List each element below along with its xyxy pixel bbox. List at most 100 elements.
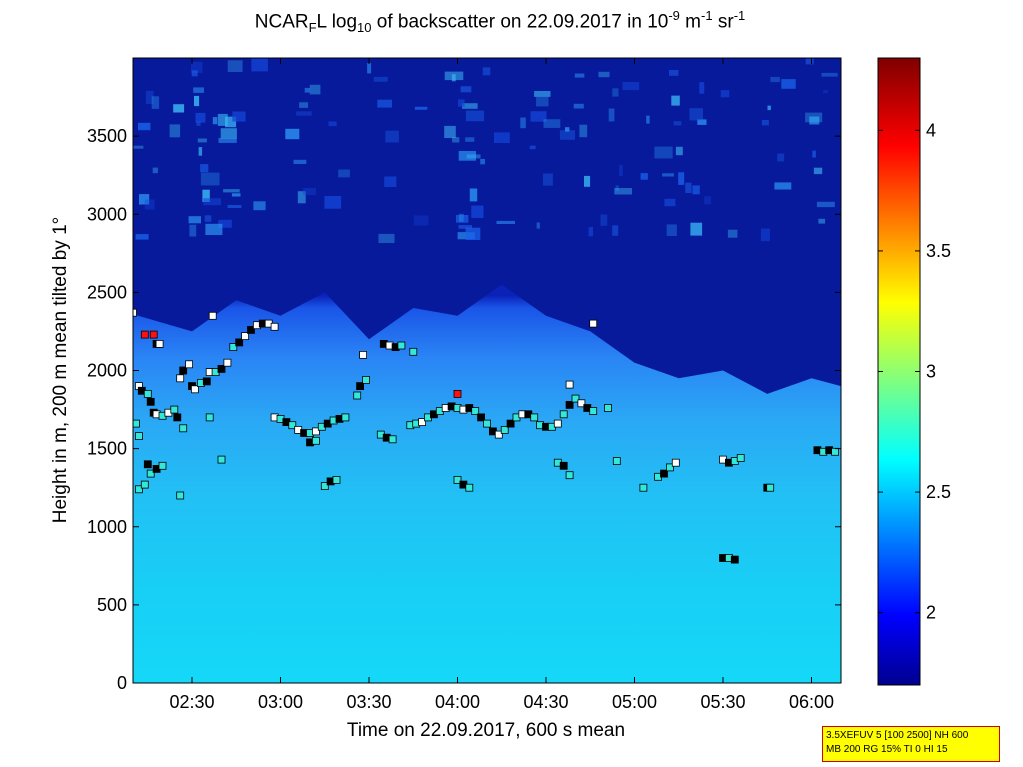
haze-patch <box>293 159 307 164</box>
haze-patch <box>678 172 685 185</box>
haze-patch <box>169 124 181 138</box>
haze-patch <box>465 227 481 240</box>
marker-point <box>589 319 598 328</box>
marker-point <box>660 469 668 478</box>
marker-point <box>149 330 158 339</box>
haze-patch <box>309 84 321 95</box>
marker-point <box>170 405 179 414</box>
haze-patch <box>135 234 149 240</box>
colorbar-tick-label: 3 <box>926 362 936 382</box>
marker-point <box>179 424 188 433</box>
colorbar-tick-label: 2.5 <box>926 482 951 502</box>
y-tick-label: 500 <box>97 595 127 615</box>
marker-point <box>270 322 279 331</box>
haze-patch <box>324 196 342 209</box>
haze-patch <box>692 185 700 195</box>
haze-patch <box>640 173 648 180</box>
marker-point <box>332 475 341 484</box>
haze-patch <box>622 82 640 91</box>
marker-point <box>133 308 137 317</box>
marker-point <box>179 366 188 375</box>
marker-point <box>341 413 350 422</box>
haze-patch <box>328 121 337 127</box>
haze-patch <box>767 105 771 111</box>
haze-patch <box>173 104 185 113</box>
marker-point <box>133 419 140 428</box>
haze-patch <box>770 76 780 83</box>
haze-patch <box>805 58 814 65</box>
marker-point <box>288 421 297 430</box>
haze-patch <box>189 224 197 237</box>
x-tick-label: 03:30 <box>346 692 391 712</box>
haze-patch <box>204 215 212 222</box>
haze-patch <box>685 182 692 193</box>
haze-patch <box>384 176 397 187</box>
haze-patch <box>536 222 540 229</box>
haze-patch <box>227 205 242 208</box>
haze-patch <box>367 63 372 74</box>
x-tick-label: 04:00 <box>435 692 480 712</box>
marker-point <box>143 460 152 469</box>
haze-patch <box>460 86 472 93</box>
haze-patch <box>194 95 200 107</box>
haze-patch <box>816 201 835 208</box>
haze-patch <box>202 189 210 202</box>
marker-point <box>453 475 462 484</box>
haze-patch <box>600 214 608 226</box>
marker-point <box>612 457 621 466</box>
haze-patch <box>338 169 350 178</box>
haze-patch <box>565 127 570 132</box>
haze-patch <box>673 121 682 126</box>
marker-series <box>133 308 839 564</box>
haze-patch <box>675 146 683 156</box>
haze-patch <box>458 225 472 229</box>
haze-patch <box>774 182 792 190</box>
haze-patch <box>496 220 515 224</box>
haze-patch <box>805 112 823 123</box>
marker-point <box>571 394 580 403</box>
marker-point <box>146 397 155 406</box>
haze-patch <box>218 219 232 228</box>
haze-patch <box>809 116 820 125</box>
haze-patch <box>469 188 478 202</box>
haze-patch <box>543 173 553 186</box>
haze-patch <box>573 103 584 109</box>
haze-patch <box>373 76 388 82</box>
haze-patch <box>704 196 711 205</box>
marker-point <box>241 332 250 341</box>
marker-point <box>143 389 152 398</box>
marker-point <box>247 325 255 334</box>
haze-patch <box>818 218 826 224</box>
marker-point <box>500 425 509 434</box>
haze-patch <box>534 91 551 97</box>
x-axis-ticks: 02:30 03:00 03:30 04:00 04:30 05:00 05:30 06:00 <box>169 58 834 712</box>
marker-point <box>530 413 539 422</box>
haze-patch <box>662 173 674 177</box>
haze-patch <box>193 87 204 93</box>
marker-point <box>831 447 839 456</box>
haze-patch <box>188 216 201 224</box>
haze-patch <box>459 213 464 222</box>
marker-point <box>559 461 568 470</box>
marker-point <box>353 391 362 400</box>
haze-patch <box>480 158 485 165</box>
haze-patch <box>232 111 246 122</box>
haze-patch <box>458 151 476 161</box>
haze-patch <box>145 90 154 104</box>
haze-patch <box>151 96 160 109</box>
haze-patch <box>197 138 207 143</box>
haze-patch <box>812 150 816 158</box>
marker-point <box>223 358 232 367</box>
marker-point <box>471 407 480 416</box>
haze-patch <box>302 188 316 195</box>
haze-patch <box>377 99 392 108</box>
haze-patch <box>452 137 460 143</box>
marker-point <box>176 374 185 383</box>
haze-patch <box>414 106 428 110</box>
haze-patch <box>720 90 730 98</box>
x-tick-label: 03:00 <box>258 692 303 712</box>
marker-point <box>202 377 211 386</box>
marker-point <box>577 399 586 408</box>
haze-patch <box>196 121 201 126</box>
